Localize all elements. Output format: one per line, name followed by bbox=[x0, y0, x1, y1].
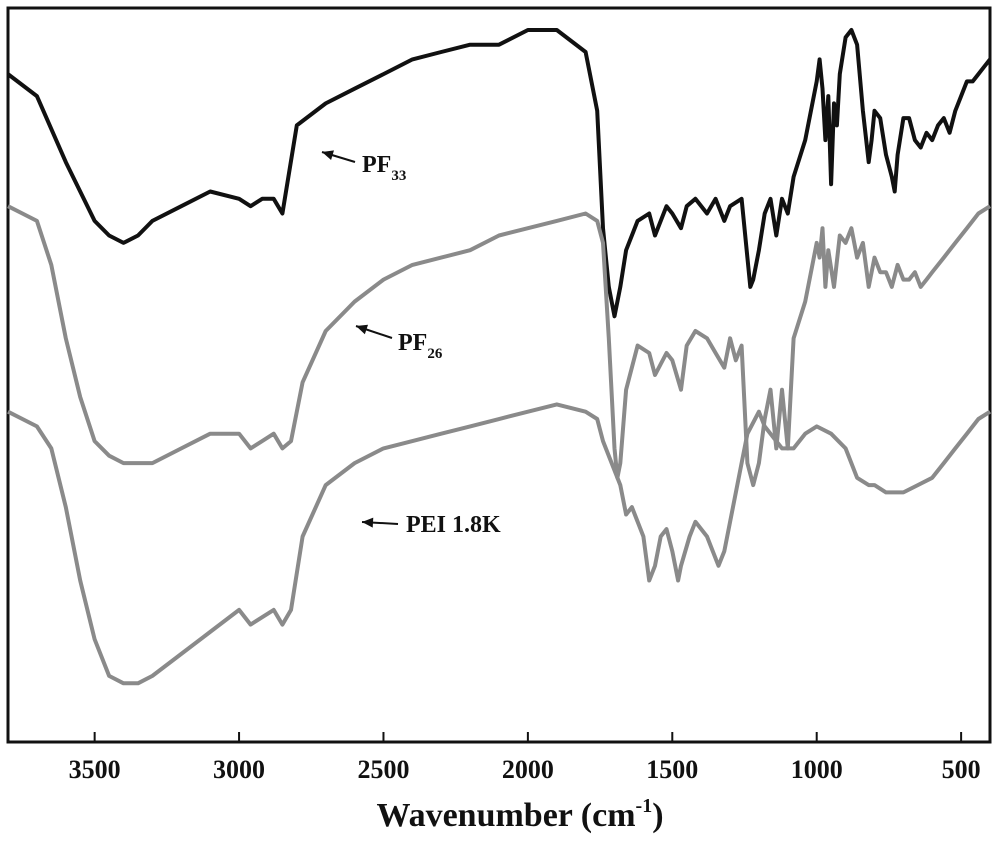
annotation-label: PEI 1.8K bbox=[406, 512, 501, 538]
x-axis-title-close: ) bbox=[652, 797, 663, 834]
annotation-arrowhead bbox=[322, 150, 334, 160]
x-axis-title: Wavenumber (cm-1) bbox=[376, 795, 663, 834]
annotation-label: PF33 bbox=[362, 152, 406, 184]
x-tick-label: 1500 bbox=[646, 755, 698, 784]
series-line-pf33 bbox=[8, 30, 990, 316]
series-line-pei-1-8k bbox=[8, 404, 990, 683]
annotation-arrowhead bbox=[356, 325, 368, 334]
x-tick-label: 2000 bbox=[502, 755, 554, 784]
x-tick-label: 1000 bbox=[791, 755, 843, 784]
annotation-label: PF26 bbox=[398, 330, 443, 362]
annotation-arrowhead bbox=[362, 518, 373, 528]
x-tick-label: 2500 bbox=[357, 755, 409, 784]
plot-frame bbox=[8, 8, 990, 742]
x-axis-title-superscript: -1 bbox=[636, 795, 653, 817]
x-tick-label: 3000 bbox=[213, 755, 265, 784]
x-axis-title-main: Wavenumber (cm bbox=[376, 797, 635, 834]
x-tick-label: 3500 bbox=[69, 755, 121, 784]
x-tick-label: 500 bbox=[942, 755, 981, 784]
series-layer bbox=[8, 30, 990, 683]
annotation-layer: PF33 PF26 PEI 1.8K bbox=[322, 150, 501, 538]
x-axis-ticks: 3500 3000 2500 2000 1500 1000 500 bbox=[69, 732, 981, 784]
